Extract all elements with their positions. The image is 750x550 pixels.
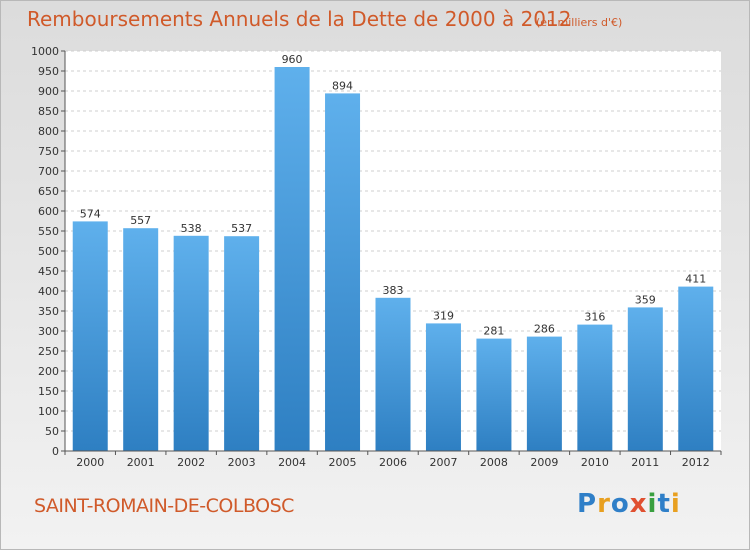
x-tick-label: 2004 xyxy=(278,456,306,469)
y-tick-label: 100 xyxy=(38,405,59,418)
bar xyxy=(123,228,159,451)
y-tick-label: 700 xyxy=(38,165,59,178)
y-tick-label: 600 xyxy=(38,205,59,218)
bar xyxy=(224,236,260,451)
x-tick-label: 2010 xyxy=(581,456,609,469)
bar xyxy=(577,324,613,451)
y-tick-label: 450 xyxy=(38,265,59,278)
commune-name: SAINT-ROMAIN-DE-COLBOSC xyxy=(34,495,294,517)
bar xyxy=(325,93,361,452)
bar xyxy=(678,286,714,451)
y-tick-label: 1000 xyxy=(31,45,59,58)
y-tick-label: 500 xyxy=(38,245,59,258)
x-tick-label: 2009 xyxy=(530,456,558,469)
logo-letter: r xyxy=(597,489,611,519)
y-tick-label: 900 xyxy=(38,85,59,98)
bar-value-label: 557 xyxy=(130,214,151,227)
chart-title: Remboursements Annuels de la Dette de 20… xyxy=(27,7,572,31)
logo-letter: o xyxy=(610,489,630,519)
bar xyxy=(627,307,663,451)
bar-value-label: 383 xyxy=(383,284,404,297)
x-tick-label: 2006 xyxy=(379,456,407,469)
y-tick-label: 750 xyxy=(38,145,59,158)
y-tick-label: 150 xyxy=(38,385,59,398)
bar xyxy=(72,221,108,451)
bar xyxy=(476,338,512,451)
y-tick-label: 50 xyxy=(45,425,59,438)
y-tick-label: 950 xyxy=(38,65,59,78)
y-tick-label: 200 xyxy=(38,365,59,378)
y-tick-label: 650 xyxy=(38,185,59,198)
y-tick-label: 300 xyxy=(38,325,59,338)
logo-letter: i xyxy=(647,489,658,519)
bar xyxy=(375,297,411,451)
x-tick-label: 2000 xyxy=(76,456,104,469)
x-tick-label: 2003 xyxy=(228,456,256,469)
bars: 574 557 538 537 960 894 383 319 281 286 316 359 411 xyxy=(72,53,714,452)
y-axis: 0 50 100 150 200 250 300 350 400 450 500 550 600 650 7… xyxy=(31,45,66,458)
y-tick-label: 250 xyxy=(38,345,59,358)
bar xyxy=(425,323,461,451)
proxiti-logo: Proxiti xyxy=(577,489,681,519)
x-tick-label: 2005 xyxy=(329,456,357,469)
y-tick-label: 400 xyxy=(38,285,59,298)
x-tick-label: 2001 xyxy=(127,456,155,469)
logo-letter: x xyxy=(629,489,648,519)
chart-unit-label: (en milliers d'€) xyxy=(536,16,623,29)
logo-letter: P xyxy=(577,489,598,519)
y-tick-label: 350 xyxy=(38,305,59,318)
bar-value-label: 574 xyxy=(80,207,101,220)
bar-value-label: 894 xyxy=(332,79,353,92)
y-tick-label: 550 xyxy=(38,225,59,238)
bar-value-label: 411 xyxy=(685,273,706,286)
y-tick-label: 850 xyxy=(38,105,59,118)
y-tick-label: 800 xyxy=(38,125,59,138)
logo-letter: i xyxy=(670,489,681,519)
bar-value-label: 281 xyxy=(483,325,504,338)
bar xyxy=(274,67,310,451)
bar xyxy=(173,235,209,451)
bar-value-label: 286 xyxy=(534,323,555,336)
bar-value-label: 538 xyxy=(181,222,202,235)
x-tick-label: 2007 xyxy=(429,456,457,469)
x-axis: 2000 2001 2002 2003 2004 2005 2006 2007 2008 2009… xyxy=(64,450,722,469)
logo-letter: t xyxy=(657,489,671,519)
bar-value-label: 316 xyxy=(584,311,605,324)
x-tick-label: 2012 xyxy=(682,456,710,469)
bar-value-label: 960 xyxy=(282,53,303,66)
bar-value-label: 319 xyxy=(433,309,454,322)
bar-value-label: 537 xyxy=(231,222,252,235)
bar-value-label: 359 xyxy=(635,293,656,306)
x-tick-label: 2008 xyxy=(480,456,508,469)
y-tick-label: 0 xyxy=(52,445,59,458)
bar xyxy=(526,336,562,451)
x-tick-label: 2002 xyxy=(177,456,205,469)
x-tick-label: 2011 xyxy=(631,456,659,469)
